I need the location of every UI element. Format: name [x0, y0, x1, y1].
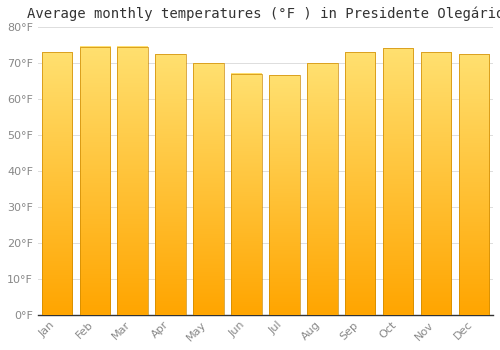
Bar — [42, 52, 72, 315]
Bar — [459, 54, 490, 315]
Bar — [80, 47, 110, 315]
Bar — [307, 63, 338, 315]
Title: Average monthly temperatures (°F ) in Presidente Olegário: Average monthly temperatures (°F ) in Pr… — [26, 7, 500, 21]
Bar — [421, 52, 452, 315]
Bar — [232, 74, 262, 315]
Bar — [269, 75, 300, 315]
Bar — [345, 52, 376, 315]
Bar — [118, 47, 148, 315]
Bar — [194, 63, 224, 315]
Bar — [383, 48, 414, 315]
Bar — [156, 54, 186, 315]
